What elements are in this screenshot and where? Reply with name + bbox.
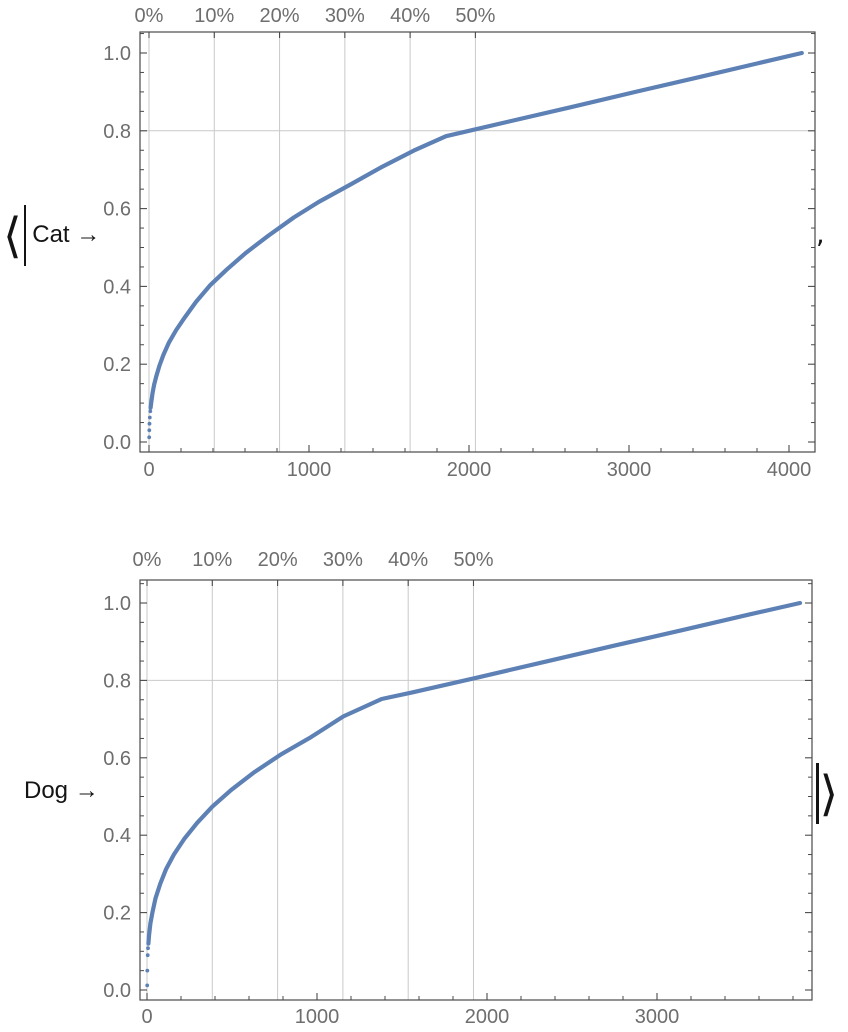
x-tick-label: 0 (141, 1006, 152, 1028)
data-point-dot (147, 415, 152, 420)
percent-tick-label: 30% (325, 5, 365, 27)
x-tick-label: 4000 (767, 459, 812, 481)
percent-tick-label: 10% (192, 549, 232, 571)
data-point-dot (147, 428, 152, 433)
y-tick-label: 0.8 (103, 670, 131, 692)
ket-angle-glyph: ⟩ (819, 765, 839, 822)
y-tick-label: 1.0 (103, 593, 131, 615)
percent-tick-label: 20% (258, 549, 298, 571)
data-point-dot (146, 946, 150, 951)
y-tick-label: 0.6 (103, 199, 131, 221)
percent-tick-label: 0% (135, 5, 164, 27)
y-tick-label: 0.4 (103, 825, 131, 847)
data-curve (146, 600, 803, 946)
data-point-dot (147, 421, 152, 426)
bra-angle-glyph: ⟨ (3, 207, 22, 264)
x-tick-label: 2000 (465, 1006, 510, 1028)
data-point-dot (145, 968, 150, 973)
data-point-dot (148, 409, 153, 414)
x-tick-label: 1000 (287, 459, 332, 481)
percent-tick-label: 30% (323, 549, 363, 571)
percent-tick-label: 40% (388, 549, 428, 571)
ket-label-group: | ⟩ (814, 763, 838, 824)
plot-frame (139, 579, 813, 1001)
data-curve (148, 50, 804, 410)
list-separator: , (816, 219, 825, 250)
y-tick-label: 0.4 (103, 276, 131, 298)
cat-plot-label: Cat → (32, 221, 101, 249)
y-tick-label: 0.8 (103, 121, 131, 143)
x-tick-label: 0 (143, 459, 154, 481)
bra-pipe-glyph: | (23, 205, 27, 266)
bra-cat-label-group: ⟨ | Cat → (3, 205, 100, 266)
percent-tick-label: 10% (194, 5, 234, 27)
data-point-dot (145, 983, 150, 988)
x-tick-label: 3000 (607, 459, 652, 481)
y-tick-label: 0.2 (103, 903, 131, 925)
plot-frame (139, 31, 816, 453)
ket-pipe-glyph: | (816, 763, 819, 824)
y-tick-label: 0.2 (103, 354, 131, 376)
x-tick-label: 1000 (295, 1006, 340, 1028)
x-tick-label: 3000 (635, 1006, 680, 1028)
x-tick-label: 2000 (447, 459, 492, 481)
percent-tick-label: 0% (133, 549, 162, 571)
y-tick-label: 0.0 (103, 980, 131, 1002)
y-tick-label: 0.0 (103, 432, 131, 454)
percent-tick-label: 50% (455, 5, 495, 27)
data-point-dot (147, 435, 152, 440)
percent-tick-label: 50% (453, 549, 493, 571)
data-point-dot (145, 953, 150, 958)
y-tick-label: 0.6 (103, 748, 131, 770)
y-tick-label: 1.0 (103, 43, 131, 65)
percent-tick-label: 20% (260, 5, 300, 27)
dog-label-group: Dog → (24, 777, 99, 806)
percent-tick-label: 40% (390, 5, 430, 27)
dog-plot-label: Dog → (24, 777, 99, 804)
